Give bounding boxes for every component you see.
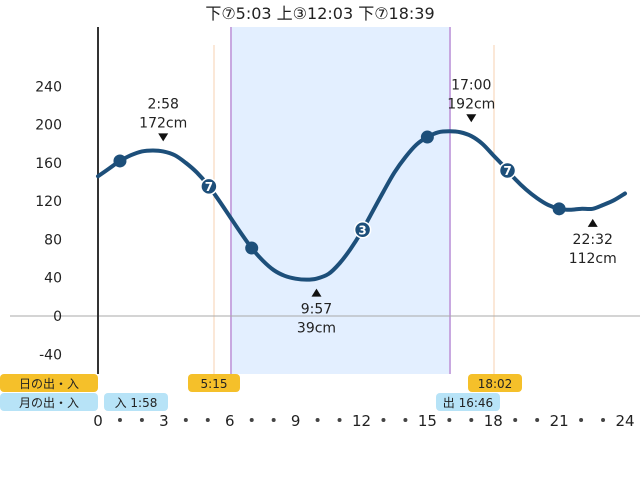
moon-phase-marker [353, 221, 372, 239]
x-tick-label: 0 [93, 412, 103, 430]
x-tick-label: 15 [418, 412, 437, 430]
y-axis-ticks: -40 0 40 80 120 160 200 240 [35, 79, 62, 363]
x-minor-dot [579, 418, 584, 422]
moonrise-time: 出 16:46 [443, 396, 493, 410]
y-tick-label: 80 [44, 232, 62, 248]
x-minor-dot [139, 418, 144, 422]
x-tick-label: 24 [615, 412, 634, 430]
x-tick-label: 12 [352, 412, 371, 430]
moon-phase-header: 下⑦5:03 上③12:03 下⑦18:39 [205, 4, 434, 23]
moon-phase-marker [498, 161, 517, 180]
daylight-band [231, 27, 450, 374]
tide-dot [245, 241, 259, 255]
x-minor-dot [469, 418, 474, 422]
moon-phase-marker [200, 177, 218, 196]
x-tick-label: 9 [291, 412, 301, 430]
x-minor-dot [535, 418, 540, 422]
moon-row-label-pill [0, 393, 98, 411]
x-minor-dot [117, 418, 122, 422]
high-tide-marker [466, 114, 477, 123]
x-tick-label: 6 [225, 412, 235, 430]
moonrise-pill [436, 393, 500, 411]
low-tide-height: 112cm [569, 251, 617, 267]
x-minor-dot [337, 418, 342, 422]
sunset-time: 18:02 [478, 377, 513, 391]
y-tick-label: 240 [35, 79, 62, 95]
tide-dot [552, 202, 566, 216]
x-minor-dot [447, 418, 452, 422]
moon-phase-markers: 7 3 7 [200, 161, 517, 239]
tide-dot [113, 154, 127, 168]
y-tick-label: 120 [35, 194, 62, 210]
x-minor-dot [315, 418, 320, 422]
high-tide-time: 2:58 [147, 96, 178, 112]
high-tide-height: 192cm [447, 96, 495, 112]
sun-row: 日の出・入 5:15 18:02 [0, 374, 522, 392]
low-tide-time: 22:32 [573, 232, 613, 248]
tide-dot [420, 130, 434, 144]
high-tide-time: 17:00 [451, 77, 491, 93]
tide-dots [113, 130, 566, 255]
tide-events: 2:58 172cm 9:57 39cm 17:00 192cm 22:32 112cm [139, 77, 617, 336]
x-minor-dot [403, 418, 408, 422]
low-tide-marker [311, 288, 322, 297]
sunset-pill [468, 374, 522, 392]
x-tick-label: 18 [484, 412, 503, 430]
x-axis-ticks: 0 3 6 9 12 15 18 21 24 [93, 412, 634, 430]
y-tick-label: 40 [44, 271, 62, 287]
high-tide-height: 172cm [139, 115, 187, 131]
moon-row: 月の出・入 入 1:58 出 16:46 [0, 393, 500, 411]
y-tick-label: 160 [35, 156, 62, 172]
moonset-pill [104, 393, 168, 411]
sun-row-label-pill [0, 374, 98, 392]
y-tick-label: 200 [35, 118, 62, 134]
x-tick-label: 3 [159, 412, 169, 430]
x-minor-dot [601, 418, 606, 422]
moon-phase-number: 7 [503, 164, 511, 178]
sunrise-pill [188, 374, 240, 392]
moon-phase-number: 7 [205, 180, 213, 194]
x-minor-dot [183, 418, 188, 422]
sun-row-label: 日の出・入 [19, 377, 79, 391]
x-minor-dot [205, 418, 210, 422]
sunrise-time: 5:15 [201, 377, 228, 391]
y-tick-label: -40 [39, 347, 62, 363]
moon-phase-number: 3 [358, 223, 366, 237]
moonset-time: 入 1:58 [115, 396, 158, 410]
x-minor-dot [513, 418, 518, 422]
x-minor-dot [381, 418, 386, 422]
low-tide-height: 39cm [297, 321, 336, 337]
y-tick-label: 0 [53, 309, 62, 325]
x-tick-label: 21 [550, 412, 569, 430]
low-tide-time: 9:57 [301, 302, 332, 318]
moon-row-label: 月の出・入 [19, 396, 79, 410]
x-minor-dot [271, 418, 276, 422]
x-minor-dot [249, 418, 254, 422]
high-tide-marker [158, 133, 169, 142]
low-tide-marker [587, 218, 598, 227]
